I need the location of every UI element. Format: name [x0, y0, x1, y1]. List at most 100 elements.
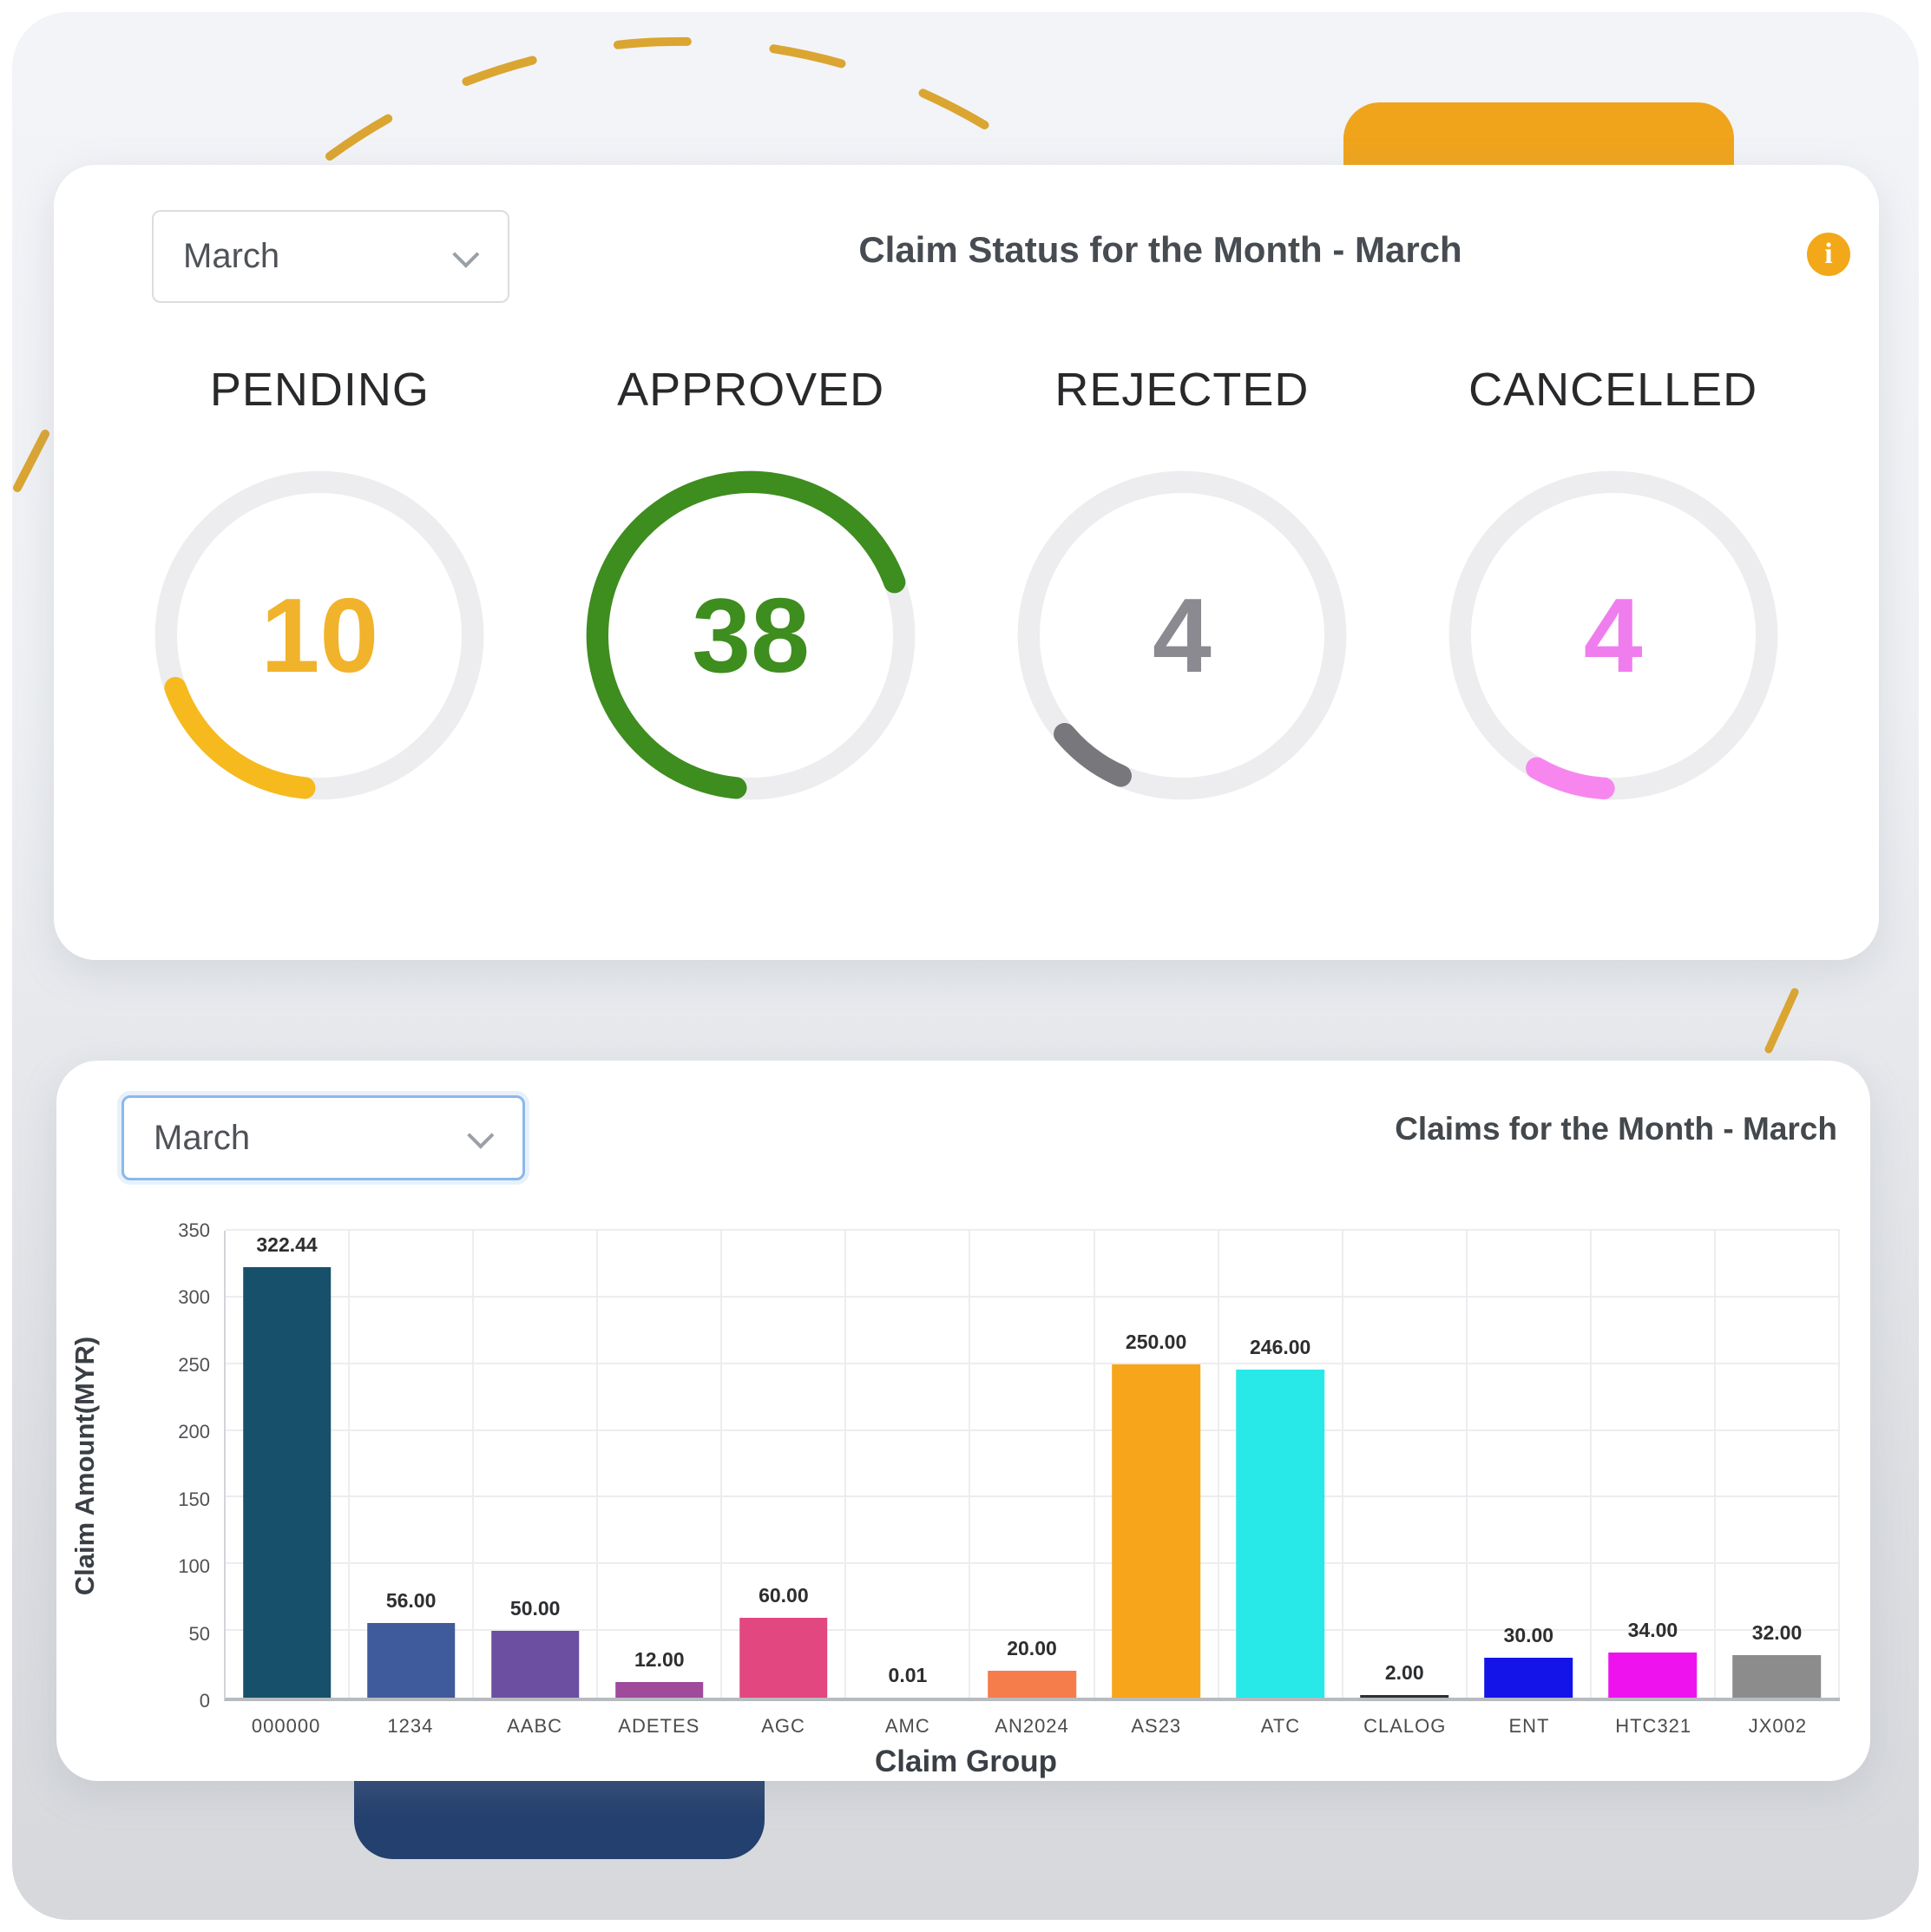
bar-ENT: [1484, 1657, 1573, 1698]
bar-AN2024: [988, 1671, 1076, 1698]
bar-cell-ATC: 246.00: [1219, 1231, 1343, 1698]
y-tick-label: 350: [178, 1219, 210, 1241]
chevron-down-icon: [452, 240, 480, 268]
bar-value-label: 246.00: [1249, 1335, 1311, 1358]
gridline: [226, 1295, 1840, 1298]
status-value: 4: [1152, 576, 1212, 694]
bar-HTC321: [1608, 1652, 1698, 1698]
x-tick-label: ENT: [1508, 1715, 1550, 1737]
status-value: 10: [260, 576, 379, 694]
bar-value-label: 50.00: [509, 1597, 561, 1620]
dash-right-decoration: [1764, 988, 1799, 1054]
gridline: [226, 1229, 1840, 1231]
bar-AABC: [490, 1631, 580, 1698]
bar-value-label: 60.00: [759, 1583, 809, 1607]
bar-value-label: 32.00: [1751, 1620, 1803, 1644]
bar-value-label: 56.00: [385, 1588, 437, 1612]
status-value: 38: [692, 576, 810, 694]
info-icon[interactable]: i: [1807, 233, 1850, 276]
x-tick-label: ATC: [1260, 1715, 1301, 1737]
bar-ADETES: [614, 1681, 704, 1698]
bar-AS23: [1112, 1364, 1200, 1698]
status-ring: 38: [577, 462, 924, 809]
y-tick-label: 0: [199, 1690, 210, 1712]
claims-month-dropdown[interactable]: March: [122, 1095, 525, 1180]
status-label: APPROVED: [617, 364, 885, 416]
dash-left-decoration: [13, 430, 49, 492]
y-tick-label: 150: [178, 1488, 210, 1510]
gridline: [226, 1629, 1840, 1632]
gridline: [226, 1495, 1840, 1498]
x-tick-label: AN2024: [995, 1715, 1069, 1737]
bar-cell-AABC: 50.00: [474, 1231, 599, 1698]
status-item-rejected: REJECTED 4: [967, 363, 1398, 809]
x-ticks: 000000 1234 AABC ADETES AGC AMC AN2024 AS23 ATC C…: [224, 1715, 1840, 1738]
status-item-pending: PENDING 10: [104, 363, 535, 809]
x-tick-label: AABC: [507, 1715, 563, 1737]
bar-chart: Claim Amount(MYR) 0 50 100 150 200 250 300 350 …: [69, 1219, 1841, 1778]
y-tick-label: 250: [178, 1353, 210, 1376]
status-item-cancelled: CANCELLED 4: [1397, 363, 1829, 809]
bar-cells: 322.44 56.00 50.00 12.00 60.00 0.01 20.00 250.0…: [226, 1231, 1841, 1698]
y-tick-label: 200: [178, 1421, 210, 1443]
bar-cell-CLALOG: 2.00: [1343, 1231, 1468, 1698]
x-tick-label: AGC: [761, 1715, 805, 1737]
status-item-approved: APPROVED 38: [535, 363, 967, 809]
status-month-dropdown[interactable]: March: [152, 210, 509, 303]
y-ticks: 0 50 100 150 200 250 300 350: [163, 1219, 224, 1712]
y-tick-label: 300: [178, 1286, 210, 1309]
bar-plot: 322.44 56.00 50.00 12.00 60.00 0.01 20.00 250.0…: [224, 1229, 1841, 1701]
status-label: REJECTED: [1054, 364, 1310, 416]
bar-value-label: 322.44: [256, 1233, 318, 1257]
x-tick-label: ADETES: [618, 1715, 700, 1737]
y-tick-label: 50: [188, 1622, 210, 1645]
x-tick-label: 1234: [387, 1715, 434, 1737]
bar-000000: [242, 1267, 332, 1698]
gridline: [226, 1562, 1840, 1565]
bar-value-label: 30.00: [1503, 1623, 1554, 1646]
claims-month-value: March: [154, 1118, 251, 1157]
bar-value-label: 12.00: [634, 1647, 685, 1671]
gridline: [226, 1362, 1840, 1364]
bar-1234: [366, 1622, 456, 1698]
bar-cell-ADETES: 12.00: [598, 1231, 723, 1698]
status-ring: 10: [146, 462, 493, 809]
status-ring: 4: [1440, 462, 1787, 809]
status-month-value: March: [183, 237, 280, 275]
bar-cell-HTC321: 34.00: [1592, 1231, 1716, 1698]
status-label: PENDING: [209, 364, 430, 416]
bar-cell-AMC: 0.01: [846, 1231, 971, 1698]
dashed-arc-decoration: [325, 36, 1030, 161]
claim-status-card: March Claim Status for the Month - March…: [54, 165, 1879, 960]
bar-value-label: 250.00: [1125, 1330, 1187, 1353]
bar-value-label: 0.01: [888, 1664, 928, 1686]
x-tick-label: JX002: [1748, 1715, 1808, 1737]
bar-cell-AS23: 250.00: [1095, 1231, 1219, 1698]
y-axis-label: Claim Amount(MYR): [69, 1336, 100, 1596]
claims-chart-card: March Claims for the Month - March Claim…: [56, 1061, 1870, 1781]
bar-cell-AGC: 60.00: [722, 1231, 847, 1698]
status-value: 4: [1583, 576, 1643, 694]
x-tick-label: CLALOG: [1363, 1715, 1447, 1737]
bar-cell-JX002: 32.00: [1716, 1231, 1841, 1698]
bar-value-label: 2.00: [1384, 1660, 1424, 1684]
bar-cell-ENT: 30.00: [1468, 1231, 1592, 1698]
bar-ATC: [1236, 1369, 1324, 1698]
x-tick-label: AMC: [884, 1715, 930, 1737]
gridline: [226, 1429, 1840, 1431]
bar-AGC: [739, 1617, 828, 1698]
chevron-down-icon: [467, 1121, 495, 1149]
x-axis-label: Claim Group: [874, 1745, 1058, 1778]
bar-value-label: 20.00: [1007, 1637, 1057, 1660]
bar-cell-AN2024: 20.00: [970, 1231, 1095, 1698]
status-card-title: Claim Status for the Month - March: [858, 229, 1462, 270]
bar-cell-000000: 322.44: [226, 1231, 351, 1698]
bar-cell-1234: 56.00: [350, 1231, 475, 1698]
bar-JX002: [1732, 1654, 1822, 1698]
bar-CLALOG: [1360, 1694, 1449, 1698]
status-ring: 4: [1008, 462, 1356, 809]
claims-card-title: Claims for the Month - March: [1395, 1111, 1837, 1147]
x-tick-label: HTC321: [1615, 1715, 1692, 1737]
y-tick-label: 100: [178, 1555, 210, 1578]
x-tick-label: AS23: [1131, 1715, 1182, 1737]
